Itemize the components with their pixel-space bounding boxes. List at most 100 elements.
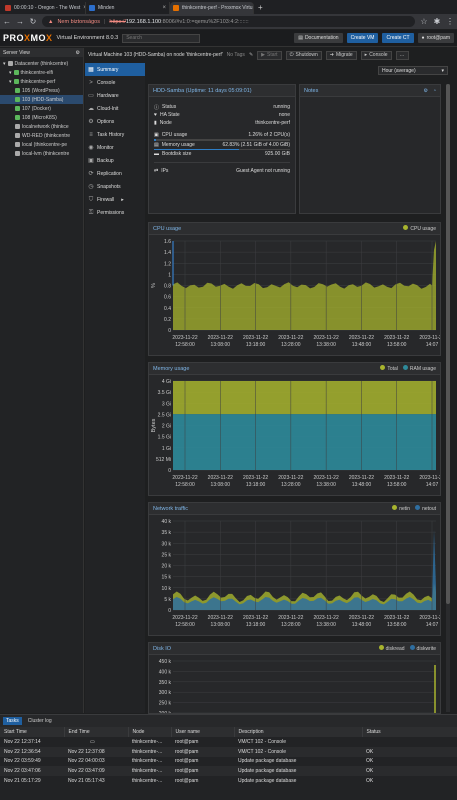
nav-item-backup[interactable]: ▣ Backup bbox=[85, 154, 145, 167]
tree-item[interactable]: local (thinkcentre-pe bbox=[0, 140, 83, 149]
start-button[interactable]: ▶ Start bbox=[257, 50, 282, 60]
nav-item-cloud-init[interactable]: ☁ Cloud-Init bbox=[85, 102, 145, 115]
gear-icon[interactable]: ⚙ bbox=[423, 87, 428, 94]
table-cell: VM/CT 102 - Console bbox=[234, 746, 362, 757]
nav-item-permissions[interactable]: ⚿ Permissions bbox=[85, 206, 145, 219]
nav-item-snapshots[interactable]: ◷ Snapshots bbox=[85, 180, 145, 193]
tree-item[interactable]: ▾ thinkcentre-elfi bbox=[0, 68, 83, 77]
new-tab-icon[interactable]: + bbox=[258, 3, 263, 12]
column-header[interactable]: Description bbox=[234, 727, 363, 737]
expand-icon[interactable]: ▾ bbox=[3, 60, 6, 67]
legend-item[interactable]: netout bbox=[415, 505, 436, 512]
create-vm-button[interactable]: Create VM bbox=[346, 33, 379, 43]
unlock-icon: ⚿ bbox=[88, 209, 94, 216]
eye-icon: ◉ bbox=[88, 144, 94, 151]
legend-item[interactable]: RAM usage bbox=[402, 365, 436, 372]
y-axis-label: % bbox=[151, 283, 157, 288]
table-row[interactable]: Nov 22 03:59:49 Nov 22 04:00:03 thinkcentr… bbox=[0, 757, 457, 767]
nav-item-hardware[interactable]: ▭ Hardware bbox=[85, 89, 145, 102]
expand-icon[interactable]: ▾ bbox=[9, 69, 12, 76]
timeframe-select[interactable]: Hour (average) ▾ bbox=[378, 66, 448, 75]
tab-tasks[interactable]: Tasks bbox=[3, 717, 22, 725]
search-input[interactable]: Search bbox=[122, 33, 201, 43]
favicon-icon bbox=[173, 5, 179, 11]
y-tick-label: 0.2 bbox=[164, 317, 171, 323]
legend-item[interactable]: netin bbox=[392, 505, 410, 512]
column-header[interactable]: Start Time bbox=[0, 727, 65, 737]
tree-item[interactable]: ▾ Datacenter (thinkcentre) bbox=[0, 59, 83, 68]
tree-item[interactable]: WD-RED (thinkcentre bbox=[0, 131, 83, 140]
column-header[interactable]: Node bbox=[128, 727, 172, 737]
proxmox-logo[interactable]: PROXMOX bbox=[3, 33, 53, 43]
nav-item-console[interactable]: > Console bbox=[85, 76, 145, 89]
y-tick-label: 3.5 Gi bbox=[158, 390, 171, 396]
column-header[interactable]: User name bbox=[171, 727, 235, 737]
gear-icon[interactable]: ⚙ bbox=[75, 49, 80, 56]
user-menu-button[interactable]: ● root@pam bbox=[417, 33, 454, 43]
tab-cluster-log[interactable]: Cluster log bbox=[27, 718, 52, 724]
close-icon[interactable]: × bbox=[162, 5, 166, 11]
x-tick-date: 2023-11-22 bbox=[314, 475, 339, 481]
browser-tab[interactable]: thinkcentre-perf - Proxmox Virtu× bbox=[170, 2, 254, 14]
tree-item[interactable]: local-lvm (thinkcentre bbox=[0, 149, 83, 158]
y-tick-label: 250 k bbox=[159, 701, 172, 707]
more-button[interactable]: … bbox=[395, 50, 409, 60]
forward-arrow-icon[interactable]: → bbox=[16, 17, 24, 26]
chart-legend: Total RAM usage bbox=[380, 365, 436, 372]
legend-dot bbox=[409, 645, 415, 650]
edit-tags-icon[interactable]: ✎ bbox=[248, 52, 254, 58]
table-row[interactable]: Nov 21 05:17:29 Nov 21 05:17:43 thinkcentr… bbox=[0, 776, 457, 786]
browser-tab[interactable]: Minden × bbox=[86, 2, 170, 14]
nav-item-firewall[interactable]: ⛉ Firewall ▸ bbox=[85, 193, 145, 206]
legend-item[interactable]: diskread bbox=[378, 645, 405, 652]
close-icon[interactable]: × bbox=[83, 5, 85, 11]
documentation-button[interactable]: ▤ Documentation bbox=[294, 33, 343, 43]
nav-item-summary[interactable]: ▦ Summary bbox=[85, 63, 145, 76]
table-row[interactable]: Nov 22 12:36:54 Nov 22 12:37:08 thinkcentr… bbox=[0, 746, 457, 757]
nav-item-replication[interactable]: ⟳ Replication bbox=[85, 167, 145, 180]
ram-usage-area bbox=[173, 414, 436, 470]
legend-item[interactable]: CPU usage bbox=[403, 225, 436, 232]
migrate-button[interactable]: ➜ Migrate bbox=[325, 50, 357, 60]
column-header[interactable]: End Time bbox=[64, 727, 129, 737]
tree-item[interactable]: localnetwork (thinkce bbox=[0, 122, 83, 131]
table-cell: Nov 22 04:00:03 bbox=[68, 758, 105, 765]
tree-item[interactable]: 108 (MicroK8S) bbox=[0, 113, 83, 122]
table-row[interactable]: Nov 22 03:47:06 Nov 22 03:47:09 thinkcentr… bbox=[0, 766, 457, 777]
server-view-header[interactable]: Server View ⚙ bbox=[0, 48, 83, 57]
tree-item-label: WD-RED (thinkcentre bbox=[22, 132, 71, 139]
total-area bbox=[173, 381, 436, 415]
browser-tab[interactable]: 00:00:10 - Oregon - The West× bbox=[2, 2, 86, 14]
nav-item-monitor[interactable]: ◉ Monitor bbox=[85, 141, 145, 154]
star-icon[interactable]: ☆ bbox=[420, 17, 428, 26]
ips-row: ⇄ IPs Guest Agent not running bbox=[154, 168, 290, 174]
nav-item-task-history[interactable]: ≡ Task History bbox=[85, 128, 145, 141]
address-bar[interactable]: ▲ Nem biztonságos | https://192.168.1.10… bbox=[42, 16, 415, 27]
tree-item[interactable]: 105 (WordPress) bbox=[0, 86, 83, 95]
nav-item-options[interactable]: ⚙ Options bbox=[85, 115, 145, 128]
memory-icon: ▤ bbox=[154, 141, 159, 148]
collapse-icon[interactable]: ◔ bbox=[432, 87, 436, 94]
column-header[interactable]: Status bbox=[362, 727, 457, 737]
task-table: Start Time End Time Node User name Descripti… bbox=[0, 727, 457, 786]
shutdown-button[interactable]: ⏻ Shutdown bbox=[285, 50, 322, 60]
tree-item[interactable]: 103 (HDD-Samba) bbox=[0, 95, 83, 104]
x-tick-time: 13:48:00 bbox=[352, 622, 372, 628]
menu-dots-icon[interactable]: ⋮ bbox=[446, 17, 454, 26]
tree-item[interactable]: 107 (Docker) bbox=[0, 104, 83, 113]
console-button[interactable]: ▸ Console bbox=[360, 50, 392, 60]
expand-icon[interactable]: ▾ bbox=[9, 78, 12, 85]
x-tick-time: 12:58:00 bbox=[175, 482, 195, 488]
extensions-icon[interactable]: ✱ bbox=[433, 17, 441, 26]
tree-item[interactable]: ▾ thinkcentre-perf bbox=[0, 77, 83, 86]
content-scrollbar[interactable] bbox=[446, 84, 450, 712]
legend-item[interactable]: Total bbox=[380, 365, 398, 372]
table-row[interactable]: Nov 22 12:37:14 ▭ thinkcentre-... root@pam V… bbox=[0, 737, 457, 747]
legend-dot bbox=[402, 365, 408, 370]
back-arrow-icon[interactable]: ← bbox=[3, 17, 11, 26]
reload-icon[interactable]: ↻ bbox=[29, 17, 37, 26]
tree-item-label: thinkcentre-perf bbox=[20, 78, 56, 85]
x-tick-time: 13:38:00 bbox=[316, 622, 336, 628]
create-ct-button[interactable]: Create CT bbox=[382, 33, 414, 43]
legend-item[interactable]: diskwrite bbox=[409, 645, 436, 652]
